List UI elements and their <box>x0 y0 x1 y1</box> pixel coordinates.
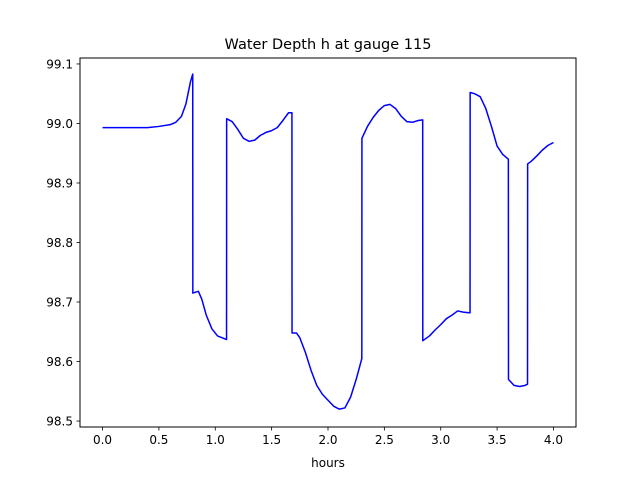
x-tick-label: 3.5 <box>488 433 507 447</box>
x-axis-label: hours <box>311 456 345 470</box>
y-axis: 98.5 98.6 98.7 98.8 98.9 99.0 99.1 <box>46 57 80 429</box>
y-tick-label: 98.5 <box>46 415 73 429</box>
x-tick-label: 2.5 <box>375 433 394 447</box>
x-tick-label: 2.0 <box>318 433 337 447</box>
series-line <box>102 73 554 410</box>
y-tick-label: 99.0 <box>46 117 73 131</box>
x-tick-label: 1.0 <box>206 433 225 447</box>
plot-area <box>102 73 554 410</box>
x-tick-label: 3.0 <box>431 433 450 447</box>
x-tick-label: 4.0 <box>544 433 563 447</box>
y-tick-label: 98.8 <box>46 236 73 250</box>
x-tick-label: 0.0 <box>93 433 112 447</box>
x-tick-label: 0.5 <box>149 433 168 447</box>
y-tick-label: 99.1 <box>46 57 73 71</box>
x-tick-label: 1.5 <box>262 433 281 447</box>
y-tick-label: 98.6 <box>46 355 73 369</box>
x-axis: 0.0 0.5 1.0 1.5 2.0 2.5 3.0 3.5 4.0 <box>93 427 563 447</box>
y-tick-label: 98.7 <box>46 296 73 310</box>
axes-frame <box>79 57 577 428</box>
chart-title: Water Depth h at gauge 115 <box>225 37 432 53</box>
y-tick-label: 98.9 <box>46 176 73 190</box>
